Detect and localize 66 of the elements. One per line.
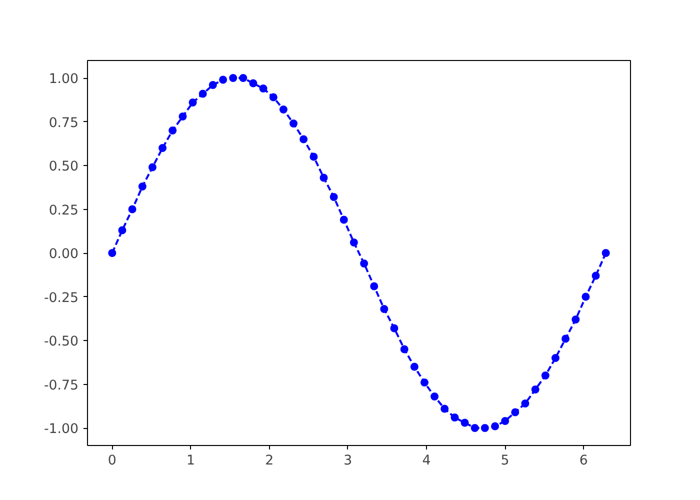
point — [178, 112, 187, 120]
point — [460, 418, 469, 427]
point — [188, 98, 197, 106]
point — [330, 193, 338, 201]
point — [138, 182, 146, 190]
point — [440, 404, 449, 413]
point — [430, 392, 439, 400]
y-tick-label: 0.00 — [48, 247, 79, 262]
x-tick-label: 0 — [108, 454, 116, 468]
point — [602, 249, 610, 257]
point — [410, 362, 418, 371]
point — [521, 400, 530, 408]
point — [592, 272, 600, 280]
point — [320, 174, 328, 182]
y-tick-label: -1.00 — [44, 422, 79, 437]
point — [470, 424, 479, 432]
y-tick-label: 0.50 — [48, 160, 79, 174]
point — [491, 422, 500, 430]
point — [360, 260, 368, 268]
point — [108, 249, 116, 257]
point — [259, 84, 268, 92]
point — [290, 120, 298, 128]
x-tick-label: 1 — [186, 454, 195, 468]
point — [551, 354, 560, 362]
point — [531, 386, 540, 394]
point — [128, 205, 136, 214]
point — [229, 74, 238, 82]
y-tick-label: -0.25 — [44, 290, 79, 306]
point — [239, 74, 248, 82]
y-tick-label: -0.75 — [44, 378, 79, 394]
y-tick-label: -0.50 — [44, 334, 79, 350]
point — [279, 106, 288, 114]
point — [420, 378, 428, 386]
point — [350, 238, 358, 246]
point — [370, 282, 378, 290]
point — [572, 316, 580, 324]
point — [480, 424, 489, 432]
point — [148, 163, 156, 172]
y-tick-label: 0.75 — [48, 116, 79, 131]
point — [340, 216, 348, 224]
x-tick-label: 3 — [344, 454, 352, 468]
point — [390, 324, 398, 332]
point — [158, 144, 167, 152]
point — [208, 81, 217, 89]
point — [118, 226, 126, 234]
point — [198, 90, 207, 98]
point — [168, 126, 177, 134]
y-tick-label: 1.00 — [48, 72, 79, 87]
x-tick-label: 2 — [265, 454, 274, 468]
point — [300, 135, 308, 144]
point — [269, 93, 278, 102]
x-tick-label: 4 — [422, 454, 431, 468]
point — [450, 414, 459, 422]
y-tick-label: 0.25 — [48, 203, 79, 218]
x-tick-label: 6 — [579, 454, 588, 468]
point — [310, 152, 318, 161]
point — [380, 305, 388, 313]
point — [541, 372, 550, 380]
point — [219, 76, 228, 84]
point — [562, 334, 570, 343]
x-tick-label: 5 — [500, 454, 510, 468]
point — [582, 292, 590, 301]
point — [400, 345, 408, 354]
point — [501, 417, 510, 425]
point — [511, 408, 520, 416]
point — [249, 79, 258, 88]
